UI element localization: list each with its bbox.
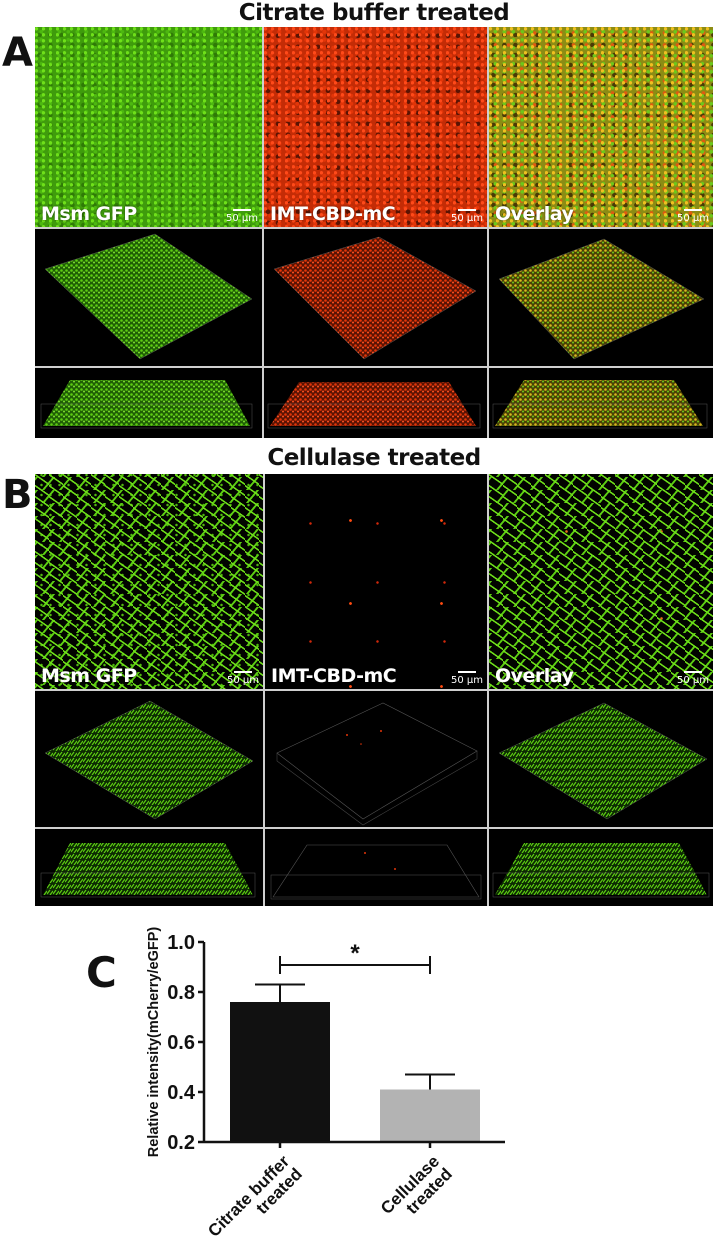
panel-a-overlay-image: Overlay 50 µm	[489, 27, 713, 227]
scale-bar-line	[683, 671, 702, 673]
y-axis-label: Relative intensity(mCherry/eGFP)	[146, 927, 162, 1158]
scale-bar: 50 µm	[677, 671, 709, 686]
3d-render-overlay	[498, 702, 708, 820]
channel-label: Msm GFP	[41, 203, 137, 225]
panel-a-letter: A	[2, 30, 33, 76]
panel-b-gfp-image: Msm GFP 50 µm	[35, 474, 263, 689]
panel-a-mcherry-image: IMT-CBD-mC 50 µm	[264, 27, 487, 227]
panel-a-gfp-3d-top	[35, 229, 262, 366]
scale-bar-text: 50 µm	[450, 675, 483, 686]
panel-b-mcherry-3d-top	[265, 691, 487, 827]
channel-label: Overlay	[495, 665, 574, 687]
significance-star: *	[350, 940, 360, 967]
panel-a-gfp-3d-side	[35, 368, 262, 438]
3d-side-overlay	[492, 843, 710, 898]
scale-bar-text: 50 µm	[676, 213, 709, 224]
scale-bar: 50 µm	[227, 671, 259, 686]
bar-0	[230, 1002, 330, 1142]
bars	[230, 983, 480, 1142]
scale-bar-text: 50 µm	[450, 213, 483, 224]
panel-b-overlay-image: Overlay 50 µm	[489, 474, 713, 689]
scale-bar-text: 50 µm	[226, 675, 259, 686]
scale-bar-text: 50 µm	[676, 675, 709, 686]
panel-a-overlay-3d-side	[489, 368, 713, 438]
y-tick-label: 0.4	[167, 1082, 196, 1104]
y-tick-label: 0.2	[167, 1132, 195, 1154]
scale-bar: 50 µm	[677, 209, 709, 224]
panel-b-letter: B	[2, 472, 33, 518]
3d-render-gfp	[44, 700, 254, 820]
scale-bar: 50 µm	[451, 209, 483, 224]
panel-a-gfp-image: Msm GFP 50 µm	[35, 27, 262, 227]
scale-bar-line	[457, 671, 476, 673]
scale-bar-line	[233, 671, 252, 673]
3d-render-overlay	[498, 238, 705, 360]
y-tick-label: 0.6	[167, 1032, 195, 1054]
panel-b-image-grid: Msm GFP 50 µm IMT-CBD-mC 50 µm Overlay 5…	[35, 474, 713, 906]
channel-label: IMT-CBD-mC	[270, 203, 396, 225]
panel-a-image-grid: Msm GFP 50 µm IMT-CBD-mC 50 µm Overlay 5…	[35, 27, 713, 438]
scale-bar-line	[457, 209, 476, 211]
scale-bar-text: 50 µm	[225, 213, 258, 224]
3d-side-mcherry-box	[270, 844, 482, 900]
significance-bracket: *	[279, 940, 431, 974]
panel-a-mcherry-3d-top	[264, 229, 487, 366]
bar-chart: 0.2 0.4 0.6 0.8 1.0 Relative intensity(mCherr…	[146, 927, 505, 1239]
3d-render-mcherry-box	[276, 702, 478, 826]
panel-b-mcherry-3d-side	[265, 829, 487, 906]
panel-b-gfp-3d-side	[35, 829, 263, 906]
channel-label: Overlay	[495, 203, 574, 225]
3d-side-gfp	[40, 843, 256, 898]
panel-b-gfp-3d-top	[35, 691, 263, 827]
y-tick-label: 1.0	[167, 932, 195, 954]
channel-label: IMT-CBD-mC	[271, 665, 397, 687]
panel-b-mcherry-image: IMT-CBD-mC 50 µm	[265, 474, 487, 689]
y-axis: 0.2 0.4 0.6 0.8 1.0 Relative intensity(mCherr…	[146, 927, 206, 1158]
panel-b-title: Cellulase treated	[267, 445, 481, 471]
bar-1	[380, 1089, 480, 1142]
scale-bar: 50 µm	[451, 671, 483, 686]
panel-a-mcherry-3d-side	[264, 368, 487, 438]
3d-side-gfp	[40, 380, 253, 429]
panel-c-letter: C	[86, 948, 117, 997]
3d-render-gfp	[44, 233, 253, 360]
3d-render-mcherry	[273, 236, 477, 360]
scale-bar-line	[683, 209, 702, 211]
panel-b-overlay-3d-top	[489, 691, 713, 827]
panel-a-overlay-3d-top	[489, 229, 713, 366]
panel-b-overlay-3d-side	[489, 829, 713, 906]
scale-bar-line	[232, 209, 251, 211]
3d-side-overlay	[492, 380, 708, 429]
y-tick-label: 0.8	[167, 982, 195, 1004]
panel-a-title: Citrate buffer treated	[238, 0, 510, 26]
scale-bar: 50 µm	[226, 209, 258, 224]
3d-side-mcherry	[267, 382, 481, 429]
channel-label: Msm GFP	[41, 665, 137, 687]
